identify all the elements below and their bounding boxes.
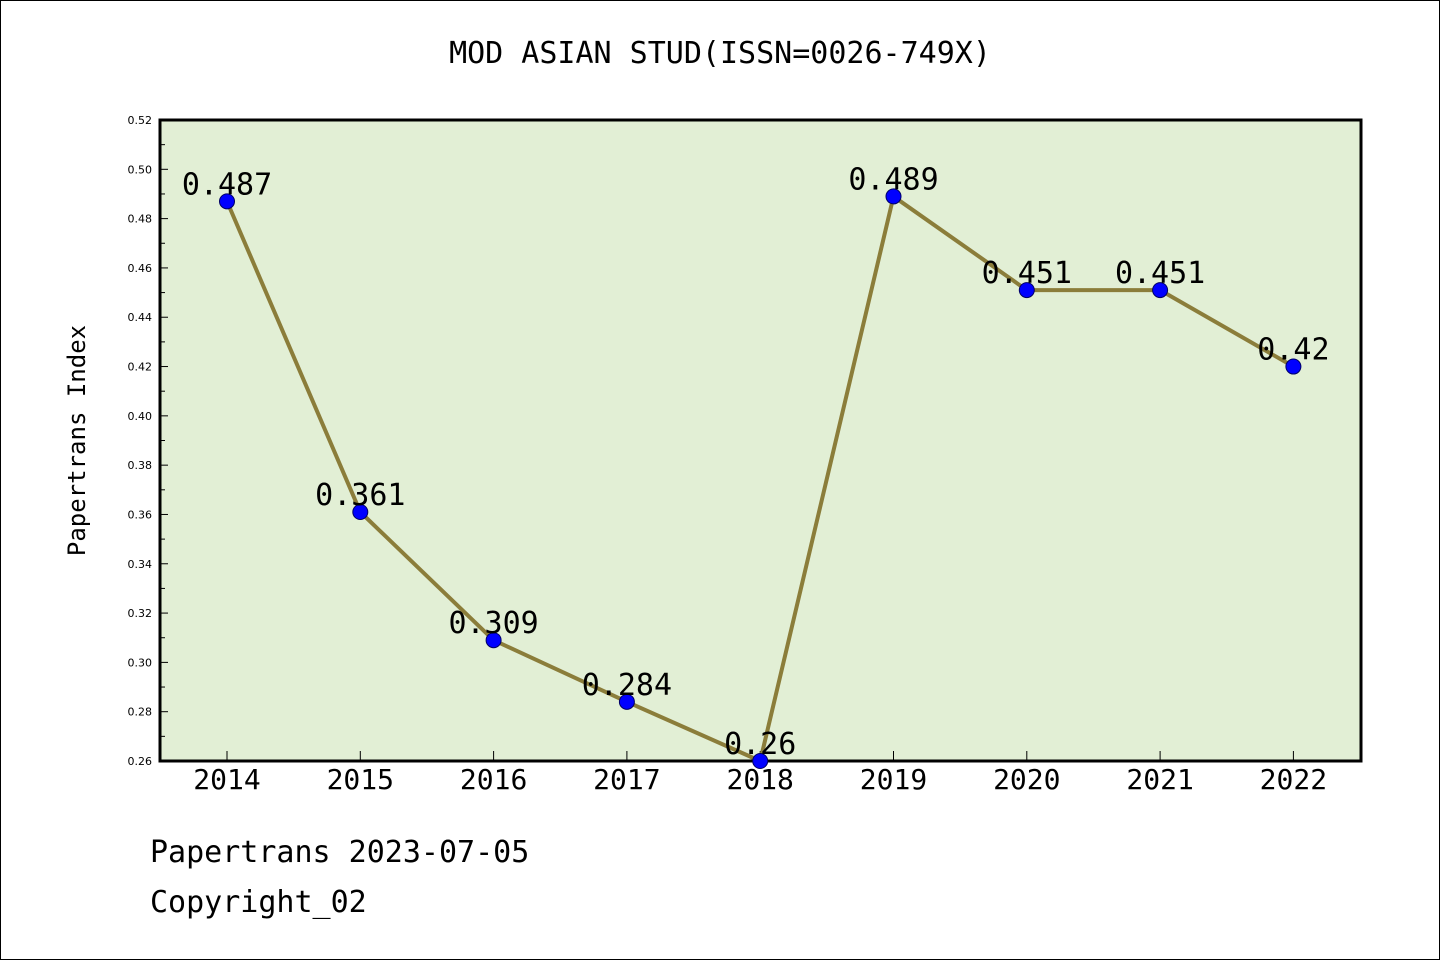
data-label: 0.284	[582, 668, 672, 703]
x-tick-label: 2021	[1126, 763, 1193, 796]
footer-copyright: Copyright_02	[150, 885, 367, 920]
data-label: 0.309	[448, 606, 538, 641]
x-tick-label: 2020	[993, 763, 1060, 796]
data-label: 0.361	[315, 478, 405, 513]
data-point	[618, 693, 635, 710]
x-tick-label: 2014	[193, 763, 260, 796]
chart-title: MOD ASIAN STUD(ISSN=0026-749X)	[449, 36, 991, 71]
data-point	[1285, 358, 1302, 375]
data-label: 0.451	[982, 256, 1072, 291]
data-label: 0.489	[848, 162, 938, 197]
data-point	[1152, 282, 1169, 299]
plot-area	[158, 118, 1363, 763]
data-label: 0.451	[1115, 256, 1205, 291]
y-tick-label: 0.32	[128, 607, 153, 620]
data-point	[485, 632, 502, 649]
y-tick-label: 0.34	[128, 558, 153, 571]
footer-date: Papertrans 2023-07-05	[150, 835, 530, 870]
y-tick-label: 0.46	[128, 262, 153, 275]
y-tick-label: 0.44	[128, 311, 153, 324]
data-label: 0.26	[724, 727, 796, 762]
y-tick-label: 0.38	[128, 459, 153, 472]
data-point	[219, 193, 235, 210]
y-tick-label: 0.28	[128, 706, 153, 719]
y-tick-label: 0.52	[128, 114, 153, 127]
y-tick-label: 0.48	[128, 213, 153, 226]
x-tick-label: 2017	[593, 763, 660, 796]
data-point	[752, 753, 769, 769]
data-label: 0.487	[182, 167, 272, 202]
y-tick-label: 0.40	[128, 410, 153, 423]
x-tick-label: 2022	[1260, 763, 1327, 796]
y-axis-label: Papertrans Index	[63, 325, 91, 556]
y-tick-label: 0.30	[128, 656, 153, 669]
data-label: 0.42	[1257, 333, 1329, 368]
y-tick-label: 0.50	[128, 163, 153, 176]
y-tick-label: 0.42	[128, 361, 153, 374]
y-tick-label: 0.36	[128, 508, 153, 521]
x-tick-label: 2016	[460, 763, 527, 796]
data-point	[885, 188, 902, 205]
data-point	[352, 503, 369, 520]
y-tick-label: 0.26	[128, 755, 153, 768]
data-point	[1018, 282, 1035, 299]
x-tick-label: 2019	[860, 763, 927, 796]
x-tick-label: 2015	[327, 763, 394, 796]
